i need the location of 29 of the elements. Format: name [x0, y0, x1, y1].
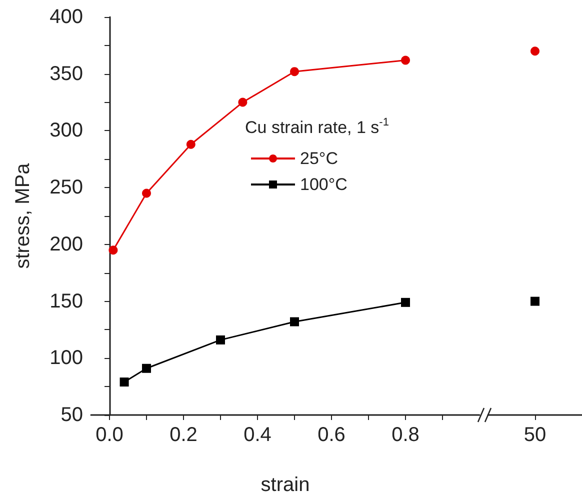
point — [120, 378, 129, 387]
point — [142, 364, 151, 373]
y-tick-label: 350 — [50, 62, 83, 85]
y-tick-label: 100 — [50, 347, 83, 370]
point — [290, 67, 299, 76]
x-tick-label: 0.4 — [244, 424, 272, 446]
point — [186, 140, 196, 149]
x-tick-label: 50 — [524, 424, 546, 446]
y-tick-label: 50 — [60, 404, 83, 426]
y-tick-label: 150 — [50, 290, 83, 312]
x-tick-label: 0.2 — [170, 424, 198, 446]
y-tick-label: 250 — [50, 176, 83, 199]
legend-label: 100°C — [300, 175, 348, 194]
y-tick-label: 400 — [50, 6, 83, 28]
x-tick-label: 0.6 — [318, 424, 346, 446]
x-tick-label: 0.0 — [96, 424, 124, 446]
point — [216, 335, 225, 344]
x-axis-title: strain — [260, 474, 310, 494]
point — [401, 56, 410, 65]
point — [238, 98, 248, 107]
point — [108, 246, 118, 255]
point — [290, 317, 299, 326]
point — [142, 188, 151, 198]
legend-label: 25°C — [300, 149, 338, 168]
y-tick-label: 200 — [50, 233, 83, 256]
x-tick-label: 0.8 — [392, 424, 420, 446]
y-tick-label: 300 — [50, 120, 83, 142]
point — [401, 298, 410, 307]
y-axis-title: stress, MPa — [12, 162, 34, 269]
